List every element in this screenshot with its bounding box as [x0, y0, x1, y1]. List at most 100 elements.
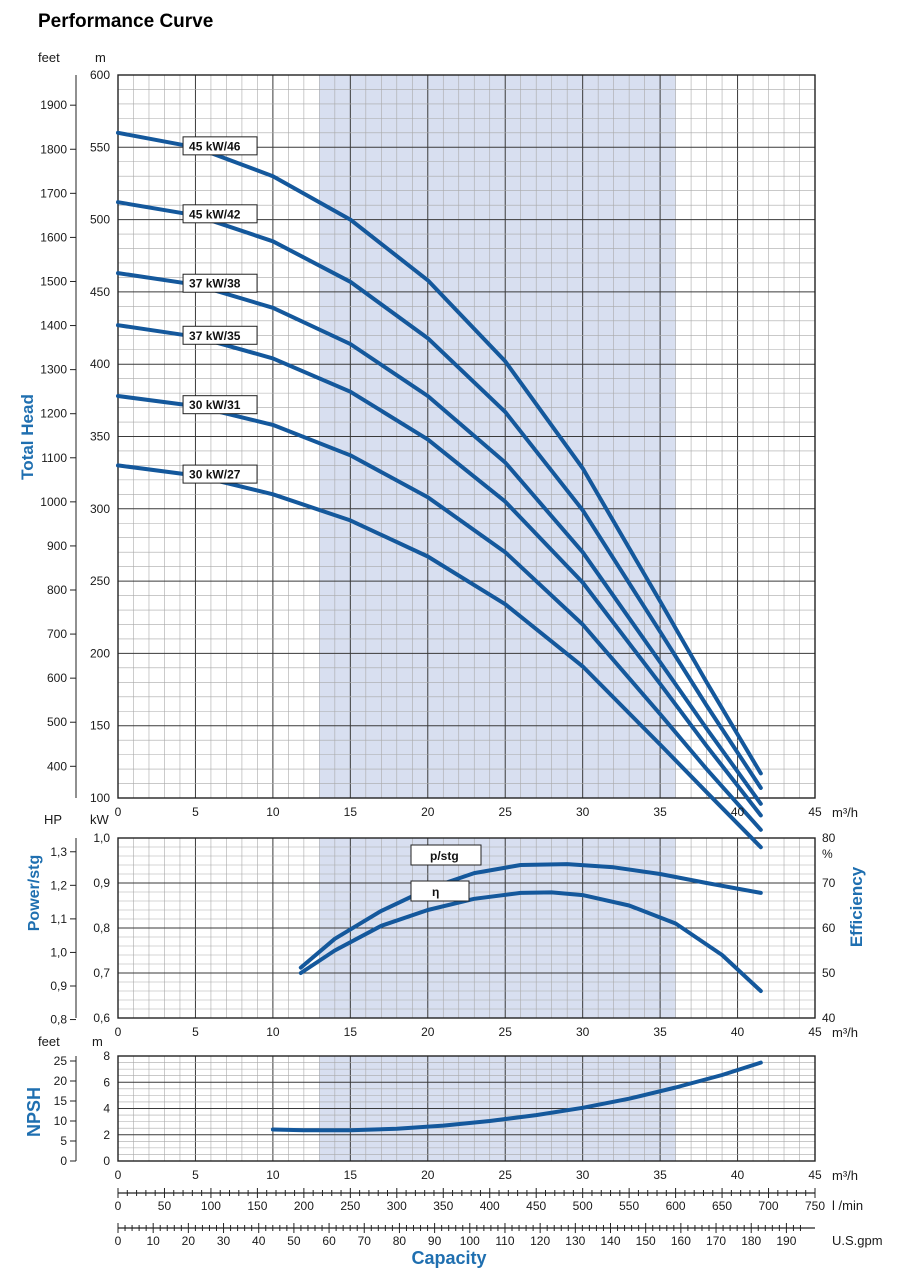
- y-tick-feet: 400: [47, 759, 67, 773]
- y-tick-feet: 800: [47, 583, 67, 597]
- x-tick-label: 40: [731, 1025, 745, 1039]
- curve-label-box: [182, 204, 258, 224]
- x-tick-label: 25: [499, 1168, 513, 1182]
- y-tick-m: 250: [90, 574, 110, 588]
- y-tick-efficiency: 80: [822, 831, 836, 845]
- y-tick-hp: 0,9: [50, 979, 67, 993]
- y-tick-feet: 1900: [40, 98, 67, 112]
- y-tick-m: 150: [90, 719, 110, 733]
- lmin-unit-label: l /min: [832, 1198, 863, 1213]
- lmin-tick-label: 750: [805, 1199, 825, 1213]
- y-tick-kw: 0,7: [93, 966, 110, 980]
- lmin-tick-label: 0: [115, 1199, 122, 1213]
- y-tick-hp: 1,0: [50, 945, 67, 959]
- x-tick-label: 30: [576, 805, 590, 819]
- x-tick-label: 5: [192, 805, 199, 819]
- x-tick-label: 20: [421, 805, 435, 819]
- plot-frame-1: [117, 74, 816, 799]
- kw-unit-label: kW: [90, 812, 110, 827]
- curve-labels: 45 kW/46 45 kW/42 37 kW/38 37 kW/35 30 kW/31…: [182, 136, 482, 902]
- x-tick-label: 45: [808, 805, 822, 819]
- y-tick-feet: 1000: [40, 495, 67, 509]
- x-tick-label: 0: [115, 1025, 122, 1039]
- lmin-tick-label: 200: [294, 1199, 314, 1213]
- gpm-tick-label: 40: [252, 1234, 266, 1248]
- x-tick-label: 40: [731, 805, 745, 819]
- x-tick-label: 30: [576, 1025, 590, 1039]
- x-tick-label: 35: [653, 1168, 667, 1182]
- axis-titles: Total Head Power/stg Efficiency NPSH Capacit…: [18, 394, 866, 1268]
- y-tick-hp: 1,2: [50, 878, 67, 892]
- hp-unit-label: HP: [44, 812, 62, 827]
- head-curve-5: [116, 394, 763, 832]
- x-tick-label: 45: [808, 1168, 822, 1182]
- gpm-tick-label: 180: [741, 1234, 761, 1248]
- y-tick-feet: 900: [47, 539, 67, 553]
- gpm-tick-label: 80: [393, 1234, 407, 1248]
- lmin-tick-label: 400: [480, 1199, 500, 1213]
- x-tick-label: 35: [653, 805, 667, 819]
- y-tick-feet: 1500: [40, 274, 67, 288]
- y-tick-efficiency: 60: [822, 921, 836, 935]
- y-tick-npsh-m: 2: [103, 1128, 110, 1142]
- y-tick-feet: 1400: [40, 319, 67, 333]
- curve-label: 45 kW/46: [189, 139, 241, 153]
- lmin-tick-label: 500: [573, 1199, 593, 1213]
- lmin-tick-label: 250: [340, 1199, 360, 1213]
- y-tick-npsh-feet: 0: [60, 1154, 67, 1168]
- curve-label-box: [182, 464, 258, 484]
- y-tick-kw: 0,8: [93, 921, 110, 935]
- curve-label: 37 kW/35: [189, 329, 241, 343]
- y-tick-kw: 0,6: [93, 1011, 110, 1025]
- plot-frame-3: [117, 1055, 816, 1162]
- y-tick-kw: 0,9: [93, 876, 110, 890]
- power-axis-title: Power/stg: [26, 855, 43, 931]
- head-curve-2: [116, 200, 763, 790]
- curve-label: 30 kW/27: [189, 468, 241, 482]
- curve-label: 30 kW/31: [189, 398, 241, 412]
- gpm-tick-label: 70: [358, 1234, 372, 1248]
- head-curve-4: [116, 323, 763, 818]
- x-tick-label: 15: [344, 1168, 358, 1182]
- x-tick-label: 10: [266, 1168, 280, 1182]
- gpm-tick-label: 90: [428, 1234, 442, 1248]
- y-tick-hp: 1,3: [50, 845, 67, 859]
- x-tick-label: 5: [192, 1025, 199, 1039]
- y-tick-npsh-feet: 15: [54, 1094, 68, 1108]
- y-tick-npsh-feet: 25: [54, 1054, 68, 1068]
- y-tick-efficiency: 40: [822, 1011, 836, 1025]
- y-tick-feet: 1700: [40, 186, 67, 200]
- gpm-tick-label: 120: [530, 1234, 550, 1248]
- efficiency-curve: [298, 890, 763, 993]
- curve-label-box: [182, 273, 258, 293]
- plot-frame-2: [117, 837, 816, 1019]
- y-tick-npsh-m: 4: [103, 1102, 110, 1116]
- data-curves: [116, 130, 763, 1133]
- y-tick-npsh-m: 6: [103, 1075, 110, 1089]
- y-tick-feet: 1600: [40, 230, 67, 244]
- y-tick-feet: 600: [47, 671, 67, 685]
- y-tick-efficiency: 50: [822, 966, 836, 980]
- y-tick-m: 550: [90, 140, 110, 154]
- x-tick-label: 30: [576, 1168, 590, 1182]
- lmin-tick-label: 700: [759, 1199, 779, 1213]
- x-tick-label: 10: [266, 1025, 280, 1039]
- efficiency-label: η: [432, 885, 439, 899]
- x-tick-label: 25: [499, 1025, 513, 1039]
- x-tick-label: 35: [653, 1025, 667, 1039]
- y-tick-feet: 1200: [40, 407, 67, 421]
- y-tick-m: 450: [90, 285, 110, 299]
- y-tick-feet: 500: [47, 715, 67, 729]
- lmin-tick-label: 350: [433, 1199, 453, 1213]
- total-head-axis-title: Total Head: [18, 394, 37, 480]
- lmin-tick-label: 100: [201, 1199, 221, 1213]
- power-label: p/stg: [430, 849, 459, 863]
- y-tick-m: 400: [90, 357, 110, 371]
- gpm-tick-label: 170: [706, 1234, 726, 1248]
- y-tick-npsh-m: 8: [103, 1049, 110, 1063]
- gpm-tick-label: 0: [115, 1234, 122, 1248]
- lmin-tick-label: 550: [619, 1199, 639, 1213]
- lmin-tick-label: 150: [247, 1199, 267, 1213]
- curve-label-box: [182, 136, 258, 156]
